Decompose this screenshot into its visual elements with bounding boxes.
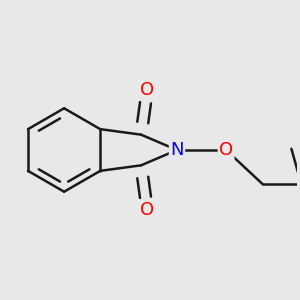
Text: O: O: [140, 82, 154, 100]
Text: O: O: [140, 200, 154, 218]
Text: N: N: [170, 141, 184, 159]
Text: O: O: [219, 141, 233, 159]
